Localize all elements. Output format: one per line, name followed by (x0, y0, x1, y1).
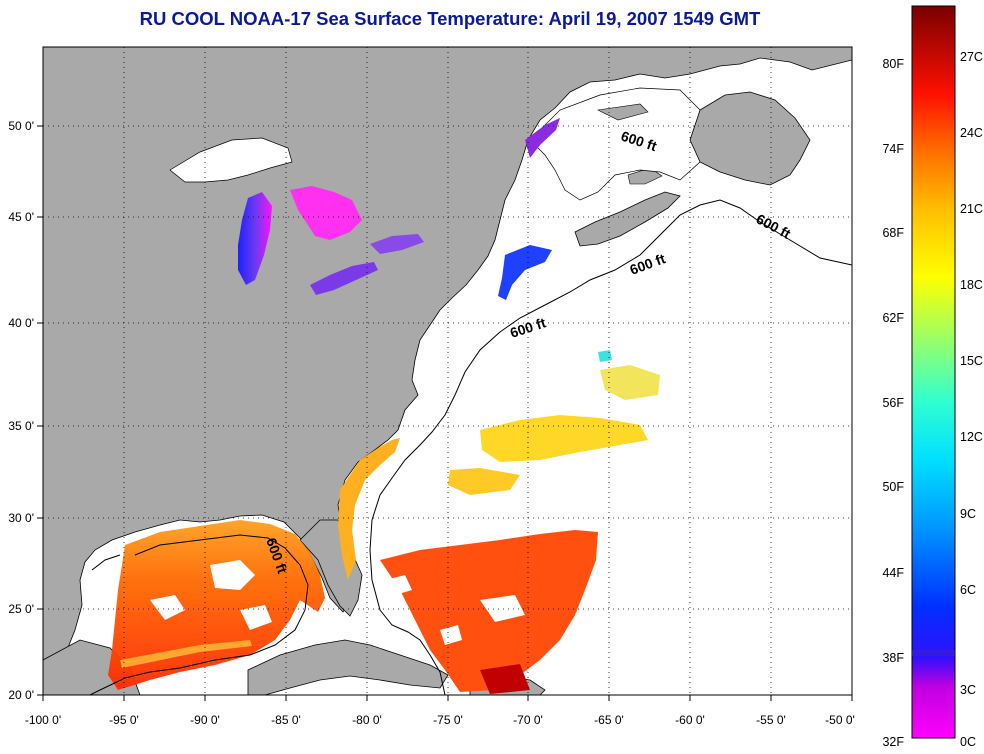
cb-c-label: 18C (960, 278, 983, 292)
map-content (43, 47, 852, 695)
gulf-st-lawrence (529, 87, 701, 201)
lake-huron (290, 186, 362, 240)
y-tick-label: 35 0' (8, 419, 34, 433)
lake-ontario (370, 234, 424, 254)
cb-f-label: 50F (882, 480, 904, 494)
sst-bahamas-white1 (385, 575, 412, 596)
land-newfoundland (689, 91, 811, 186)
x-tick-label: -50 0' (825, 713, 855, 727)
y-tick-label: 30 0' (8, 511, 34, 525)
cb-c-label: 0C (960, 735, 976, 749)
map-title: RU COOL NOAA-17 Sea Surface Temperature:… (139, 8, 761, 29)
cb-c-label: 6C (960, 583, 976, 597)
cb-f-label: 74F (882, 142, 904, 156)
map-grid (43, 47, 852, 695)
x-tick-label: -65 0' (594, 713, 624, 727)
sst-hispaniola-dark (480, 664, 530, 694)
x-tick-label: -95 0' (109, 713, 139, 727)
colorbar-band (912, 650, 955, 656)
x-tick-label: -75 0' (433, 713, 463, 727)
sst-gulf-of-maine (498, 245, 552, 300)
sst-cyan-speck (598, 350, 612, 362)
cb-c-label: 12C (960, 430, 983, 444)
x-tick-label: -60 0' (675, 713, 705, 727)
land-cuba (247, 639, 449, 695)
x-tick-label: -85 0' (271, 713, 301, 727)
cb-f-label: 44F (882, 566, 904, 580)
y-tick-label: 50 0' (8, 119, 34, 133)
sst-gulf-of-mexico (108, 520, 325, 690)
sst-yucatan-current (120, 640, 252, 668)
x-tick-label: -100 0' (25, 713, 61, 727)
sst-florida-east (338, 438, 400, 580)
sst-mid-atlantic-1 (480, 415, 648, 462)
lake-michigan (238, 192, 272, 285)
contour-600ft (89, 199, 852, 695)
cb-f-label: 80F (882, 57, 904, 71)
cb-f-label: 56F (882, 396, 904, 410)
sst-mid-atlantic-3 (600, 365, 660, 400)
cb-c-label: 15C (960, 354, 983, 368)
cb-c-label: 3C (960, 683, 976, 697)
lake-erie (310, 262, 378, 295)
y-tick-label: 20 0' (8, 688, 34, 702)
x-tick-label: -80 0' (352, 713, 382, 727)
cb-c-label: 24C (960, 126, 983, 140)
x-tick-label: -90 0' (190, 713, 220, 727)
sst-bahamas-white2 (480, 595, 525, 622)
cb-f-label: 32F (882, 735, 904, 749)
y-axis-labels: 20 0' 25 0' 30 0' 35 0' 40 0' 45 0' 50 0… (8, 119, 34, 702)
land-nova-scotia (574, 191, 681, 247)
y-tick-label: 25 0' (8, 602, 34, 616)
x-tick-label: -55 0' (756, 713, 786, 727)
cb-c-label: 9C (960, 507, 976, 521)
x-axis-labels: -100 0' -95 0' -90 0' -85 0' -80 0' -75 … (25, 713, 855, 727)
x-tick-label: -70 0' (513, 713, 543, 727)
sst-data-layer (108, 118, 660, 694)
cb-f-label: 38F (882, 651, 904, 665)
sst-st-lawrence-purple (525, 118, 560, 158)
y-tick-label: 45 0' (8, 210, 34, 224)
map-tick-marks (37, 125, 853, 701)
cb-c-label: 27C (960, 50, 983, 64)
lake-superior (169, 137, 293, 183)
y-tick-label: 40 0' (8, 316, 34, 330)
sst-gulf-patch-white1 (210, 560, 255, 590)
sst-bahamas-white3 (440, 625, 462, 645)
anticosti-island (597, 103, 649, 121)
cb-f-label: 62F (882, 311, 904, 325)
sst-gulf-patch-white2 (150, 595, 185, 620)
colorbar-gradient (911, 5, 956, 739)
sst-gulf-patch-white3 (240, 605, 272, 630)
cb-c-label: 21C (960, 202, 983, 216)
sst-mid-atlantic-2 (448, 468, 520, 495)
cb-f-label: 68F (882, 226, 904, 240)
colorbar: 32F 38F 44F 50F 56F 62F 68F 74F 80F 0C 3… (882, 5, 983, 749)
